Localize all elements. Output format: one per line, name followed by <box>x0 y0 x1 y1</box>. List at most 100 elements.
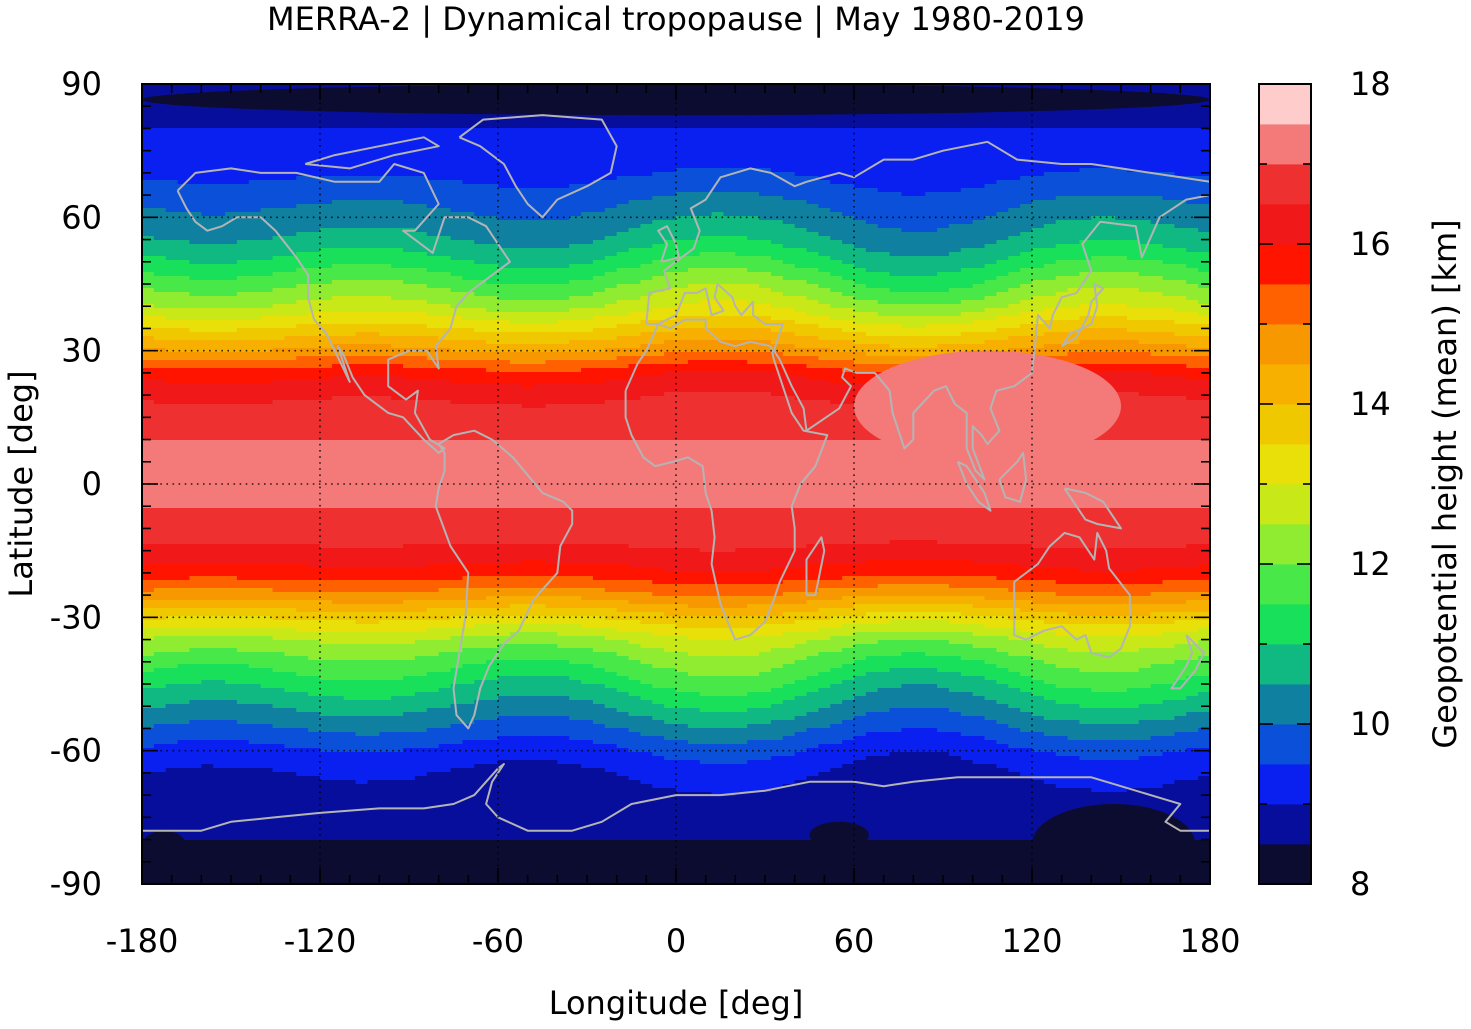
band-cell <box>616 220 630 225</box>
band-cell <box>189 288 202 293</box>
band-cell <box>1174 180 1187 185</box>
band-cell <box>414 248 428 253</box>
band-cell <box>438 176 452 181</box>
band-cell <box>687 184 701 189</box>
band-cell <box>248 112 262 117</box>
band-cell <box>1115 128 1128 133</box>
band-cell <box>652 232 665 237</box>
band-cell <box>925 252 938 257</box>
band-cell <box>1115 132 1128 137</box>
band-cell <box>438 144 452 149</box>
band-cell <box>759 204 772 209</box>
band-cell <box>711 268 725 273</box>
band-cell <box>320 284 333 289</box>
band-cell <box>925 292 938 297</box>
band-cell <box>1198 144 1210 149</box>
band-cell <box>984 192 997 197</box>
band-cell <box>984 240 997 245</box>
band-cell <box>343 132 357 137</box>
band-cell <box>782 208 796 213</box>
band-cell <box>794 200 808 205</box>
band-cell <box>569 248 582 253</box>
band-cell <box>925 244 938 249</box>
band-cell <box>450 168 463 173</box>
band-cell <box>1138 160 1152 165</box>
band-cell <box>901 284 914 289</box>
band-cell <box>296 196 309 201</box>
band-cell <box>320 244 333 249</box>
band-cell <box>972 212 986 217</box>
band-cell <box>877 240 891 245</box>
band-cell <box>462 188 475 193</box>
band-cell <box>877 144 891 149</box>
band-cell <box>592 276 606 281</box>
band-cell <box>474 248 487 253</box>
band-cell <box>426 220 440 225</box>
band-cell <box>925 204 938 209</box>
band-cell <box>403 128 416 133</box>
band-cell <box>1186 232 1199 237</box>
band-cell <box>818 188 831 193</box>
band-cell <box>770 144 784 149</box>
band-cell <box>438 148 452 153</box>
band-cell <box>735 120 748 125</box>
band-cell <box>948 212 962 217</box>
band-cell <box>711 220 725 225</box>
band-cell <box>1138 260 1152 265</box>
band-cell <box>747 192 760 197</box>
band-cell <box>1091 252 1104 257</box>
band-cell <box>165 196 179 201</box>
band-cell <box>759 132 772 137</box>
band-cell <box>1198 164 1210 169</box>
band-cell <box>770 216 784 221</box>
band-cell <box>355 292 369 297</box>
band-cell <box>142 220 155 225</box>
band-cell <box>320 204 333 209</box>
band-cell <box>414 112 428 117</box>
band-cell <box>1043 260 1057 265</box>
band-cell <box>1126 172 1140 177</box>
band-cell <box>343 188 357 193</box>
band-cell <box>877 152 891 157</box>
band-cell <box>960 228 974 233</box>
band-cell <box>937 200 950 205</box>
band-cell <box>557 264 570 269</box>
band-cell <box>948 244 962 249</box>
band-cell <box>984 232 997 237</box>
band-cell <box>818 272 831 277</box>
band-cell <box>355 120 369 125</box>
band-cell <box>236 176 250 181</box>
band-cell <box>830 256 843 261</box>
band-cell <box>1174 160 1187 165</box>
band-cell <box>450 120 463 125</box>
band-cell <box>426 176 440 181</box>
band-cell <box>759 200 772 205</box>
band-cell <box>1198 240 1210 245</box>
band-cell <box>1150 112 1164 117</box>
band-cell <box>438 116 452 121</box>
band-cell <box>426 124 440 129</box>
band-cell <box>996 272 1009 277</box>
band-cell <box>1174 208 1187 213</box>
band-cell <box>391 112 404 117</box>
band-cell <box>877 216 891 221</box>
band-cell <box>937 188 950 193</box>
band-cell <box>1055 224 1069 229</box>
band-cell <box>1055 176 1069 181</box>
band-cell <box>177 252 191 257</box>
band-cell <box>1079 176 1092 181</box>
band-cell <box>640 256 653 261</box>
band-cell <box>486 200 499 205</box>
band-cell <box>937 296 950 301</box>
band-cell <box>201 252 214 257</box>
band-cell <box>984 140 997 145</box>
band-cell <box>1198 292 1210 297</box>
band-cell <box>272 252 285 257</box>
band-cell <box>948 164 962 169</box>
band-cell <box>1008 224 1021 229</box>
band-cell <box>331 216 345 221</box>
band-cell <box>1043 216 1057 221</box>
band-cell <box>759 232 772 237</box>
band-cell <box>794 248 808 253</box>
band-cell <box>236 208 250 213</box>
